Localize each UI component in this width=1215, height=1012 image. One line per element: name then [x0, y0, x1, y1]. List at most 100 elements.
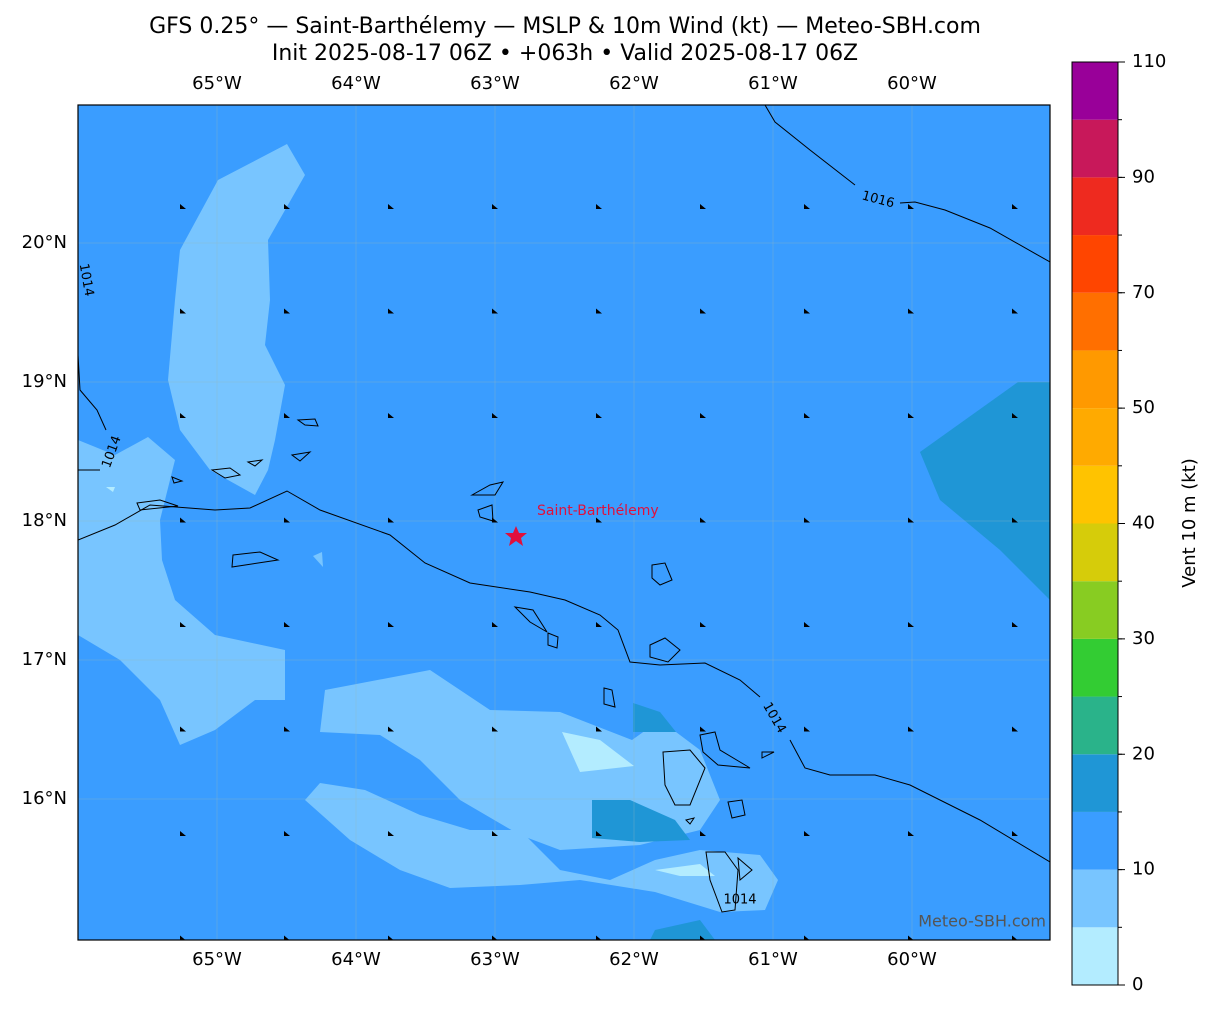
wind-barb: [180, 726, 186, 732]
lon-label: 65°W: [192, 73, 242, 94]
wind-barb: [596, 413, 602, 418]
wind-barb: [804, 204, 810, 209]
wind-barb: [700, 517, 706, 523]
wind-barb: [180, 935, 186, 940]
wind-barb: [388, 308, 394, 314]
colorbar-band: [1072, 62, 1118, 120]
colorbar-tick-label: 40: [1132, 513, 1155, 534]
wind-barb: [1012, 517, 1018, 523]
title: GFS 0.25° — Saint-Barthélemy — MSLP & 10…: [149, 14, 981, 39]
lon-label: 63°W: [470, 949, 520, 970]
wind-barb: [596, 308, 602, 314]
lat-label: 16°N: [22, 788, 67, 809]
wind-barb: [1012, 831, 1018, 836]
colorbar-label: Vent 10 m (kt): [1179, 458, 1200, 588]
colorbar-band: [1072, 465, 1118, 524]
wind-barb: [596, 622, 602, 627]
watermark: Meteo-SBH.com: [918, 912, 1046, 931]
wind-barb: [908, 517, 914, 523]
colorbar-band: [1072, 811, 1118, 870]
colorbar-band: [1072, 754, 1118, 812]
place-label: Saint-Barthélemy: [537, 503, 659, 519]
lon-label: 61°W: [748, 73, 798, 94]
wind-barb: [596, 726, 602, 732]
wind-barb: [1012, 622, 1018, 627]
wind-barb: [804, 413, 810, 418]
wind-barb: [596, 204, 602, 209]
wind-barb: [180, 413, 186, 418]
contour-label: 1014: [723, 893, 756, 908]
colorbar-band: [1072, 696, 1118, 755]
colorbar-tick-label: 70: [1132, 282, 1155, 303]
colorbar-band: [1072, 235, 1118, 293]
wind-barb: [700, 622, 706, 627]
wind-barb: [908, 308, 914, 314]
wind-barb: [492, 308, 498, 314]
wind-barb: [284, 413, 290, 418]
colorbar-band: [1072, 869, 1118, 928]
wind-barb: [492, 413, 498, 418]
colorbar-band: [1072, 292, 1118, 351]
lat-label: 17°N: [22, 649, 67, 670]
wind-barb: [596, 935, 602, 940]
lon-label: 65°W: [192, 949, 242, 970]
wind-barb: [1012, 726, 1018, 732]
lon-label: 64°W: [331, 949, 381, 970]
colorbar-tick-label: 30: [1132, 628, 1155, 649]
colorbar-tick-label: 110: [1132, 51, 1166, 72]
wind-barb: [492, 726, 498, 732]
wind-barb: [1012, 413, 1018, 418]
wind-barb: [492, 517, 498, 523]
wind-barb: [908, 726, 914, 732]
colorbar-band: [1072, 408, 1118, 466]
wind-barb: [804, 517, 810, 523]
colorbar-band: [1072, 177, 1118, 236]
wind-barb: [596, 831, 602, 836]
lon-label: 61°W: [748, 949, 798, 970]
wind-barb: [284, 831, 290, 836]
wind-barb: [1012, 204, 1018, 209]
colorbar-band: [1072, 523, 1118, 582]
wind-barb: [180, 831, 186, 836]
wind-barb: [284, 935, 290, 940]
colorbar-tick-label: 0: [1132, 974, 1143, 995]
wind-barb: [388, 204, 394, 209]
colorbar-band: [1072, 581, 1118, 639]
wind-barb: [700, 726, 706, 732]
lon-label: 63°W: [470, 73, 520, 94]
subtitle: Init 2025-08-17 06Z • +063h • Valid 2025…: [272, 41, 858, 66]
colorbar-band: [1072, 927, 1118, 985]
colorbar-band: [1072, 638, 1118, 697]
wind-barb: [388, 517, 394, 523]
wind-barb: [804, 831, 810, 836]
lon-label: 64°W: [331, 73, 381, 94]
wind-barb: [180, 308, 186, 314]
wind-barb: [1012, 308, 1018, 314]
wind-barb: [700, 204, 706, 209]
contour-label: 1014: [76, 262, 97, 297]
wind-barb: [284, 308, 290, 314]
lon-label: 60°W: [887, 73, 937, 94]
wind-barb: [700, 308, 706, 314]
wind-barb: [804, 308, 810, 314]
lat-label: 18°N: [22, 510, 67, 531]
wind-barb: [1012, 935, 1018, 940]
wind-barb: [908, 622, 914, 627]
map: 1014 1016 1014 1014 1014 Saint-Barthélem…: [76, 105, 1050, 940]
map-frame: [77, 104, 1051, 941]
wind-barb: [804, 935, 810, 940]
colorbar-tick-label: 20: [1132, 743, 1155, 764]
wind-barb: [700, 413, 706, 418]
wind-barb: [492, 204, 498, 209]
wind-barb: [284, 622, 290, 627]
wind-barb: [804, 622, 810, 627]
wind-barb: [284, 517, 290, 523]
colorbar-band: [1072, 119, 1118, 178]
wind-barb: [388, 831, 394, 836]
lat-label: 19°N: [22, 371, 67, 392]
wind-barb: [700, 831, 706, 836]
lon-label: 62°W: [609, 73, 659, 94]
wind-barb: [804, 726, 810, 732]
wind-barb: [180, 204, 186, 209]
